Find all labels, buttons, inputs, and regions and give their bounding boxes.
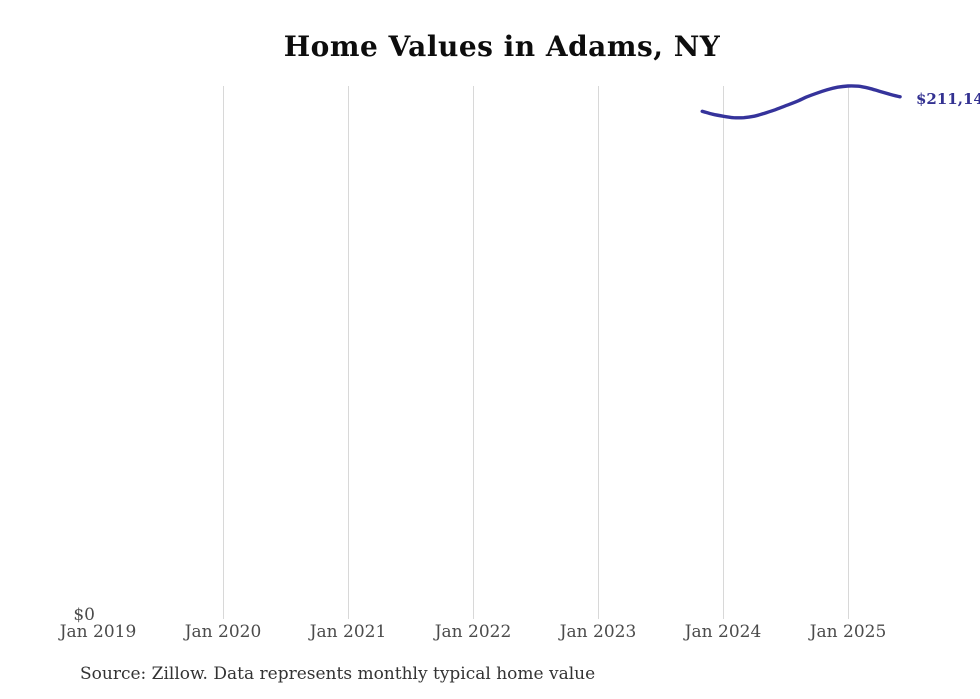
x-tick-label: Jan 2022 — [434, 622, 512, 642]
x-tick-label: Jan 2024 — [684, 622, 762, 642]
x-tick-label: Jan 2023 — [559, 622, 637, 642]
source-note: Source: Zillow. Data represents monthly … — [80, 664, 596, 684]
gridline — [722, 86, 724, 619]
gridline — [597, 86, 599, 619]
y-axis-zero-label: $0 — [73, 605, 95, 625]
gridline — [472, 86, 474, 619]
gridline — [222, 86, 224, 619]
x-tick-label: Jan 2020 — [184, 622, 262, 642]
chart-title: Home Values in Adams, NY — [283, 30, 721, 63]
gridline — [347, 86, 349, 619]
latest-value-label: $211,14 — [916, 90, 980, 108]
x-tick-label: Jan 2019 — [59, 622, 137, 642]
x-tick-label: Jan 2021 — [309, 622, 387, 642]
gridline — [847, 86, 849, 619]
home-value-line — [700, 84, 902, 120]
x-tick-label: Jan 2025 — [809, 622, 887, 642]
